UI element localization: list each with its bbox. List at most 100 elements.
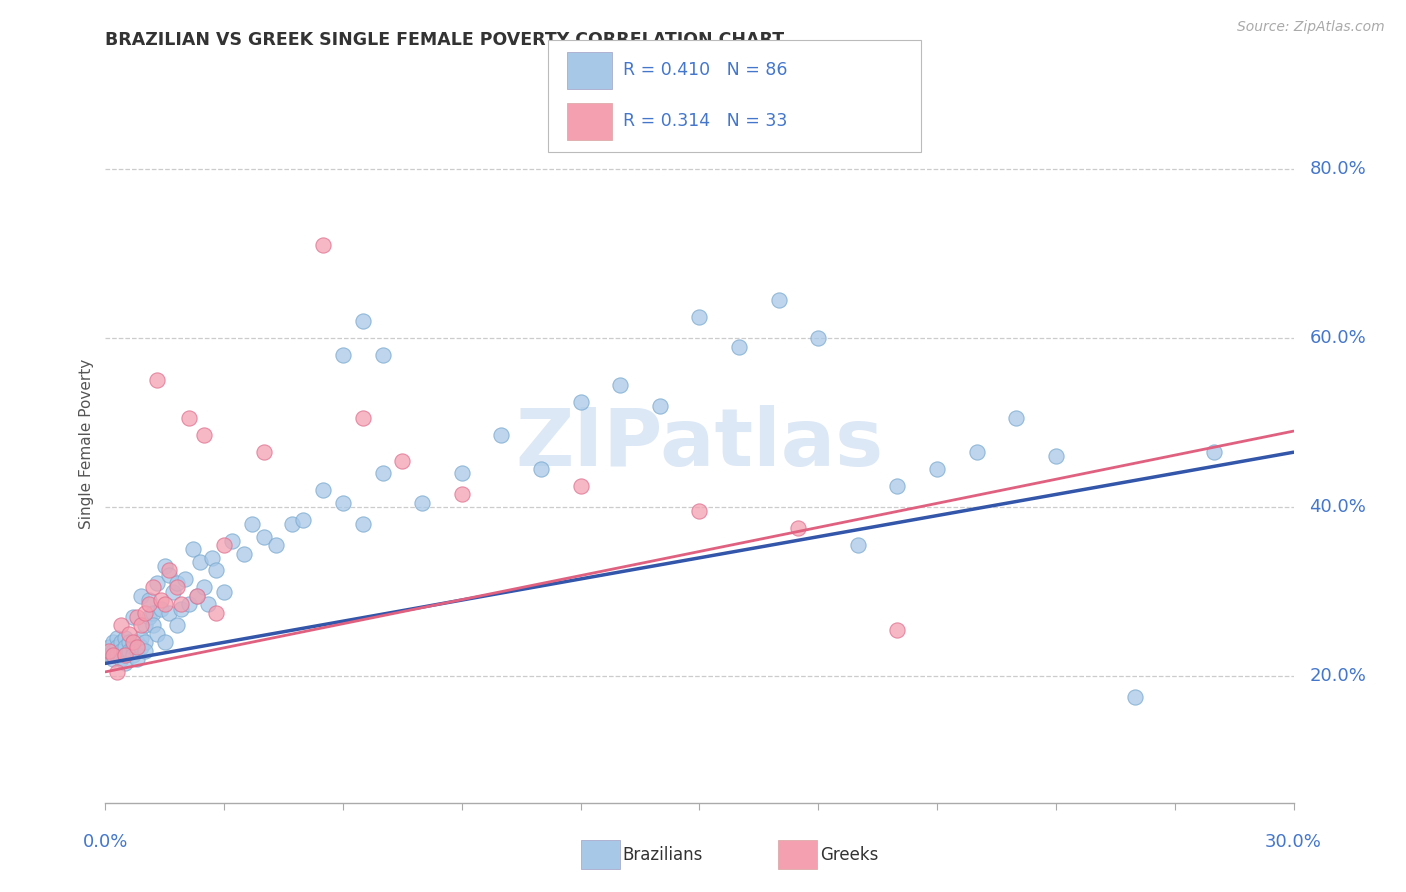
Point — [166, 576, 188, 591]
Point — [197, 597, 219, 611]
Point — [127, 640, 149, 654]
Point — [98, 644, 121, 658]
Point — [193, 428, 215, 442]
Text: ZIPatlas: ZIPatlas — [516, 405, 883, 483]
Point — [166, 581, 188, 595]
Point — [157, 567, 180, 582]
Point — [280, 516, 302, 531]
Point — [110, 635, 132, 649]
Point — [253, 445, 276, 459]
Point — [214, 538, 236, 552]
Point — [450, 487, 472, 501]
Point — [142, 618, 165, 632]
Point — [134, 635, 156, 649]
Text: R = 0.410   N = 86: R = 0.410 N = 86 — [623, 62, 787, 79]
Point — [391, 453, 413, 467]
Point — [371, 348, 394, 362]
Text: Greeks: Greeks — [820, 846, 879, 863]
Point — [411, 496, 433, 510]
Point — [114, 648, 136, 662]
Point — [105, 665, 128, 679]
Point — [105, 640, 128, 654]
Point — [114, 657, 136, 671]
Point — [253, 530, 276, 544]
Point — [142, 606, 165, 620]
Text: 30.0%: 30.0% — [1265, 833, 1322, 851]
Point — [153, 597, 176, 611]
Point — [768, 293, 790, 307]
Point — [609, 377, 631, 392]
Point — [530, 462, 553, 476]
Point — [205, 606, 228, 620]
Point — [118, 627, 141, 641]
Point — [177, 597, 200, 611]
Point — [110, 644, 132, 658]
Point — [162, 584, 184, 599]
Point — [648, 399, 671, 413]
Point — [146, 576, 169, 591]
Point — [118, 635, 141, 649]
Point — [110, 652, 132, 666]
Point — [105, 631, 128, 645]
Point — [569, 394, 592, 409]
Text: Brazilians: Brazilians — [623, 846, 703, 863]
Point — [846, 538, 869, 552]
Point — [569, 479, 592, 493]
Point — [181, 542, 204, 557]
Point — [190, 555, 212, 569]
Text: 20.0%: 20.0% — [1309, 667, 1367, 685]
Point — [146, 627, 169, 641]
Point — [134, 606, 156, 620]
Point — [728, 340, 751, 354]
Point — [450, 467, 472, 481]
Point — [98, 648, 121, 662]
Point — [127, 610, 149, 624]
Point — [134, 618, 156, 632]
Point — [127, 644, 149, 658]
Point — [177, 411, 200, 425]
Point — [371, 467, 394, 481]
Point — [142, 581, 165, 595]
Point — [312, 483, 335, 498]
Point — [1123, 690, 1146, 705]
Point — [966, 445, 988, 459]
Point — [110, 618, 132, 632]
Point — [157, 606, 180, 620]
Text: 0.0%: 0.0% — [83, 833, 128, 851]
Text: Source: ZipAtlas.com: Source: ZipAtlas.com — [1237, 20, 1385, 34]
Point — [138, 597, 160, 611]
Point — [221, 533, 243, 548]
Point — [240, 516, 263, 531]
Point — [114, 640, 136, 654]
Point — [352, 516, 374, 531]
Point — [886, 479, 908, 493]
Point — [205, 564, 228, 578]
Point — [292, 513, 315, 527]
Point — [129, 589, 152, 603]
Text: BRAZILIAN VS GREEK SINGLE FEMALE POVERTY CORRELATION CHART: BRAZILIAN VS GREEK SINGLE FEMALE POVERTY… — [105, 31, 785, 49]
Point — [193, 581, 215, 595]
Point — [1005, 411, 1028, 425]
Point — [173, 572, 195, 586]
Point — [153, 635, 176, 649]
Point — [312, 238, 335, 252]
Point — [233, 547, 256, 561]
Point — [129, 618, 152, 632]
Point — [127, 635, 149, 649]
Point — [886, 623, 908, 637]
Point — [264, 538, 287, 552]
Point — [103, 652, 125, 666]
Point — [153, 559, 176, 574]
Point — [166, 618, 188, 632]
Point — [105, 648, 128, 662]
Point — [201, 550, 224, 565]
Point — [134, 644, 156, 658]
Point — [170, 597, 193, 611]
Point — [129, 640, 152, 654]
Text: 40.0%: 40.0% — [1309, 498, 1367, 516]
Point — [103, 635, 125, 649]
Point — [689, 310, 711, 324]
Point — [491, 428, 513, 442]
Point — [332, 496, 354, 510]
Point — [186, 589, 208, 603]
